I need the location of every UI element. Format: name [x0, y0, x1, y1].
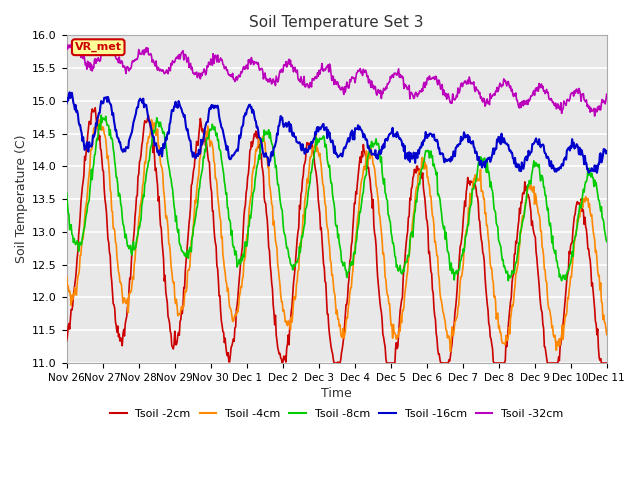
Tsoil -16cm	[603, 148, 611, 154]
Line: Tsoil -32cm: Tsoil -32cm	[67, 42, 607, 116]
Line: Tsoil -4cm: Tsoil -4cm	[67, 119, 607, 352]
Tsoil -32cm	[419, 88, 426, 94]
Tsoil -16cm	[66, 89, 74, 95]
Tsoil -8cm	[603, 239, 611, 244]
Tsoil -8cm	[419, 165, 426, 171]
Y-axis label: Soil Temperature (C): Soil Temperature (C)	[15, 135, 28, 264]
Tsoil -4cm	[603, 332, 611, 337]
Tsoil -4cm	[184, 269, 191, 275]
Tsoil -16cm	[63, 100, 70, 106]
Tsoil -32cm	[74, 45, 81, 51]
Tsoil -32cm	[603, 91, 611, 97]
Tsoil -4cm	[212, 176, 220, 181]
Tsoil -2cm	[212, 243, 220, 249]
Line: Tsoil -8cm: Tsoil -8cm	[67, 115, 607, 281]
Tsoil -16cm	[593, 170, 601, 176]
Tsoil -8cm	[129, 243, 136, 249]
Tsoil -4cm	[129, 274, 136, 280]
Tsoil -32cm	[63, 42, 70, 48]
Tsoil -16cm	[419, 143, 426, 148]
Legend: Tsoil -2cm, Tsoil -4cm, Tsoil -8cm, Tsoil -16cm, Tsoil -32cm: Tsoil -2cm, Tsoil -4cm, Tsoil -8cm, Tsoi…	[106, 404, 568, 423]
Tsoil -32cm	[129, 58, 136, 63]
Tsoil -16cm	[129, 124, 136, 130]
Tsoil -2cm	[278, 360, 286, 366]
Tsoil -32cm	[403, 85, 411, 91]
Tsoil -32cm	[69, 39, 77, 45]
Tsoil -8cm	[72, 240, 80, 245]
Line: Tsoil -16cm: Tsoil -16cm	[67, 92, 607, 173]
Tsoil -4cm	[72, 292, 80, 298]
Tsoil -2cm	[72, 266, 80, 272]
X-axis label: Time: Time	[321, 387, 352, 400]
Tsoil -8cm	[184, 247, 191, 253]
Tsoil -16cm	[403, 154, 411, 160]
Line: Tsoil -2cm: Tsoil -2cm	[67, 108, 607, 363]
Tsoil -8cm	[63, 190, 70, 196]
Tsoil -8cm	[97, 112, 105, 118]
Tsoil -2cm	[129, 243, 136, 249]
Tsoil -4cm	[419, 155, 426, 161]
Title: Soil Temperature Set 3: Soil Temperature Set 3	[250, 15, 424, 30]
Tsoil -2cm	[63, 338, 70, 344]
Tsoil -4cm	[447, 349, 454, 355]
Tsoil -4cm	[403, 273, 411, 279]
Tsoil -8cm	[212, 133, 220, 139]
Tsoil -2cm	[603, 360, 611, 366]
Tsoil -32cm	[184, 57, 191, 63]
Tsoil -16cm	[212, 105, 220, 110]
Tsoil -8cm	[403, 260, 411, 265]
Tsoil -4cm	[63, 273, 70, 279]
Tsoil -16cm	[74, 108, 81, 113]
Tsoil -4cm	[94, 116, 102, 121]
Tsoil -32cm	[591, 113, 598, 119]
Text: VR_met: VR_met	[75, 42, 122, 52]
Tsoil -2cm	[404, 228, 412, 234]
Tsoil -2cm	[420, 185, 428, 191]
Tsoil -32cm	[212, 54, 220, 60]
Tsoil -8cm	[504, 278, 512, 284]
Tsoil -2cm	[184, 240, 191, 245]
Tsoil -16cm	[184, 126, 191, 132]
Tsoil -2cm	[92, 105, 99, 110]
